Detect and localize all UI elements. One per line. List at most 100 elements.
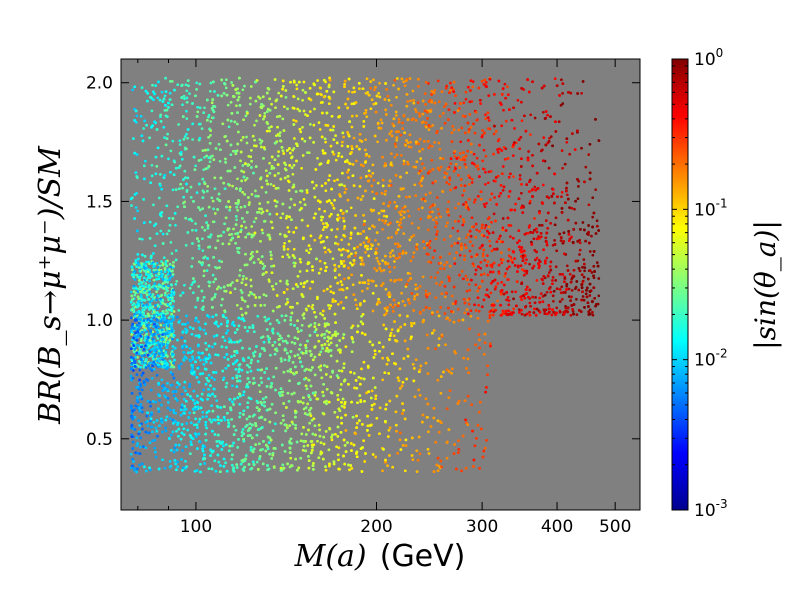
scatter-point	[453, 155, 457, 158]
scatter-point	[410, 292, 414, 295]
scatter-point	[240, 224, 243, 228]
scatter-point	[448, 264, 452, 268]
scatter-point	[293, 256, 297, 260]
scatter-point	[381, 155, 384, 159]
scatter-point	[507, 309, 510, 313]
scatter-point	[142, 198, 146, 201]
scatter-point	[393, 266, 396, 269]
scatter-point	[351, 90, 354, 94]
scatter-point	[445, 181, 449, 184]
scatter-point	[340, 183, 344, 187]
scatter-point	[362, 125, 366, 128]
scatter-point	[484, 182, 487, 186]
scatter-point	[453, 111, 456, 114]
scatter-point	[586, 277, 590, 281]
scatter-point	[197, 239, 201, 243]
scatter-point	[292, 163, 296, 167]
scatter-point	[476, 167, 480, 171]
scatter-point	[200, 263, 204, 267]
scatter-point	[283, 241, 286, 245]
scatter-point	[179, 153, 183, 156]
scatter-point	[431, 210, 434, 214]
scatter-point	[555, 287, 559, 291]
scatter-point	[164, 76, 167, 80]
scatter-point	[242, 118, 245, 122]
scatter-point	[431, 311, 434, 314]
scatter-point	[362, 241, 366, 244]
scatter-point	[539, 232, 543, 235]
scatter-point	[160, 187, 164, 191]
scatter-point	[347, 90, 351, 93]
scatter-point	[438, 283, 442, 287]
scatter-point	[200, 127, 204, 130]
scatter-point	[325, 265, 328, 269]
scatter-point	[216, 234, 220, 238]
scatter-point	[346, 97, 350, 101]
scatter-point	[371, 171, 375, 175]
scatter-point	[467, 197, 471, 201]
scatter-point	[444, 291, 448, 295]
scatter-point	[396, 228, 400, 232]
scatter-point	[580, 273, 584, 277]
scatter-point	[473, 198, 477, 202]
scatter-point	[347, 77, 351, 81]
scatter-point	[364, 161, 367, 164]
scatter-point	[417, 77, 420, 81]
scatter-point	[469, 79, 473, 83]
scatter-point	[219, 286, 223, 290]
scatter-point	[506, 295, 510, 299]
scatter-point	[466, 121, 470, 125]
scatter-point	[207, 235, 211, 239]
scatter-point	[155, 232, 159, 236]
scatter-point	[532, 237, 536, 241]
scatter-point	[449, 162, 453, 165]
scatter-point	[399, 278, 403, 282]
scatter-point	[364, 148, 367, 152]
scatter-point	[311, 180, 314, 184]
scatter-point	[507, 175, 511, 179]
scatter-point	[369, 86, 372, 90]
scatter-point	[398, 255, 402, 259]
scatter-point	[271, 226, 274, 230]
scatter-point	[467, 128, 471, 131]
scatter-point	[246, 232, 250, 236]
scatter-point	[318, 207, 321, 211]
scatter-point	[440, 280, 444, 284]
scatter-point	[350, 273, 353, 277]
scatter-point	[453, 242, 457, 245]
scatter-point	[483, 226, 487, 230]
scatter-point	[558, 287, 562, 291]
scatter-point	[269, 250, 272, 254]
scatter-point	[181, 291, 185, 295]
scatter-point	[259, 177, 262, 181]
scatter-point	[385, 138, 388, 142]
scatter-point	[523, 305, 527, 309]
scatter-point	[286, 149, 289, 152]
scatter-point	[143, 119, 147, 123]
scatter-point	[543, 261, 547, 265]
scatter-point	[192, 277, 195, 280]
scatter-point	[467, 208, 471, 211]
scatter-point	[286, 247, 290, 251]
scatter-point	[591, 215, 595, 219]
scatter-point	[581, 295, 585, 298]
scatter-point	[341, 131, 345, 135]
scatter-point	[467, 174, 470, 177]
scatter-point	[284, 302, 288, 306]
scatter-point	[595, 224, 599, 228]
scatter-point	[165, 115, 169, 118]
scatter-point	[258, 114, 262, 117]
scatter-point	[586, 301, 590, 305]
scatter-point	[458, 166, 462, 169]
scatter-point	[448, 252, 451, 256]
scatter-point	[427, 243, 431, 246]
scatter-point	[560, 298, 564, 301]
scatter-point	[298, 257, 302, 261]
scatter-point	[246, 111, 249, 115]
scatter-point	[477, 86, 481, 90]
scatter-point	[569, 299, 572, 302]
scatter-point	[351, 283, 355, 287]
scatter-point	[135, 114, 139, 118]
scatter-point	[337, 154, 340, 158]
scatter-point	[352, 136, 356, 140]
